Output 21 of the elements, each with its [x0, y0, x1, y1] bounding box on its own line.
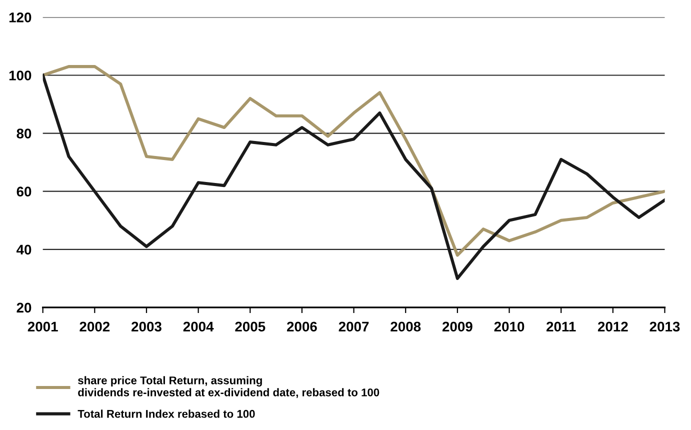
legend-label: share price Total Return, assuming dividends re-invested at ex-dividend date, rebased to 100 — [78, 376, 380, 398]
x-tick-label: 2011 — [546, 322, 576, 332]
legend-label: Total Return Index rebased to 100 — [78, 410, 255, 418]
y-tick-label: 20 — [16, 302, 32, 313]
x-tick-label: 2005 — [235, 322, 266, 332]
x-tick-label: 2003 — [132, 322, 162, 332]
y-tick-label: 120 — [9, 12, 32, 22]
x-tick-label: 2008 — [390, 322, 421, 332]
x-tick-label: 2010 — [494, 322, 524, 332]
y-tick-label: 60 — [16, 186, 32, 197]
y-tick-label: 80 — [16, 128, 32, 138]
x-tick-label: 2012 — [598, 322, 628, 332]
x-tick-label: 2007 — [338, 322, 369, 332]
x-tick-label: 2002 — [80, 322, 110, 332]
x-tick-label: 2013 — [650, 322, 680, 332]
x-tick-label: 2004 — [183, 322, 214, 332]
x-tick-label: 2009 — [442, 322, 472, 332]
x-tick-label: 2006 — [287, 322, 317, 332]
y-tick-label: 40 — [16, 244, 32, 255]
x-tick-label: 2001 — [28, 322, 58, 332]
y-tick-label: 100 — [9, 70, 32, 80]
